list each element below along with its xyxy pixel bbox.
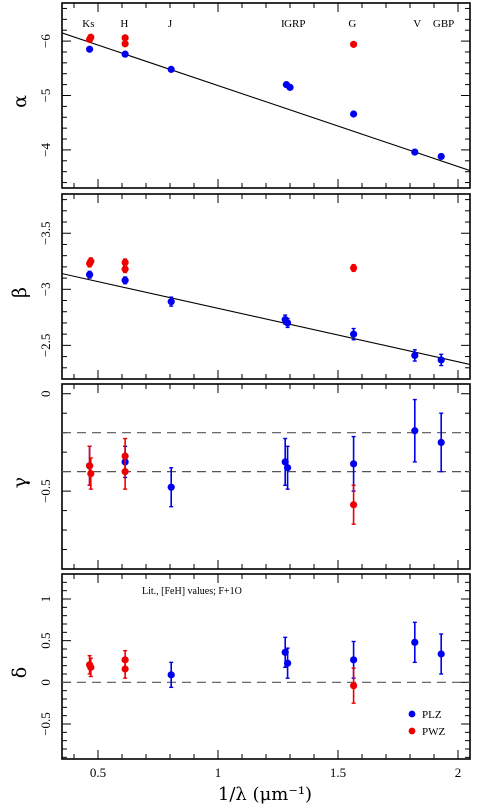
pwz-point bbox=[121, 258, 129, 266]
plz-point bbox=[350, 460, 358, 468]
plot-frame bbox=[61, 383, 471, 570]
plz-point bbox=[411, 351, 419, 360]
band-label: G bbox=[348, 18, 356, 30]
pwz-point bbox=[350, 682, 358, 690]
x-tick-label: 0.5 bbox=[90, 765, 106, 780]
plz-point bbox=[437, 152, 445, 161]
legend-marker-plz bbox=[408, 710, 416, 718]
plot-area bbox=[62, 398, 470, 525]
panel-delta: −0.5 0 0.5 1 δ Lit., [FeH] values; F+1O PLZ PWZ bbox=[9, 573, 471, 760]
panel-alpha: −6 −5 −4 α Ks H J I GRP G V GBP bbox=[9, 2, 471, 189]
legend-marker-pwz bbox=[408, 727, 416, 735]
plot-area bbox=[62, 257, 470, 367]
y-tick-label: −4 bbox=[38, 143, 53, 157]
fit-line bbox=[62, 32, 470, 172]
x-tick-label: 1.5 bbox=[330, 765, 346, 780]
legend-label-plz: PLZ bbox=[422, 709, 442, 721]
pwz-point bbox=[350, 40, 358, 48]
plz-point bbox=[350, 110, 358, 118]
plz-point bbox=[167, 671, 175, 679]
pwz-point bbox=[86, 462, 94, 470]
plz-point bbox=[350, 656, 358, 664]
y-axis-label: β bbox=[9, 287, 31, 298]
plz-point bbox=[411, 427, 419, 435]
panel-gamma: −0.5 0 γ bbox=[9, 383, 471, 570]
fit-line bbox=[62, 273, 470, 365]
pwz-point bbox=[121, 265, 129, 273]
band-label: V bbox=[413, 18, 421, 30]
pwz-point bbox=[350, 501, 358, 509]
y-axis-label: γ bbox=[9, 477, 31, 488]
y-tick-label: −6 bbox=[38, 34, 53, 48]
y-tick-label: −3.5 bbox=[38, 221, 53, 245]
plot-area bbox=[62, 32, 470, 172]
plz-point bbox=[167, 65, 175, 73]
y-tick-label: 0 bbox=[38, 390, 53, 397]
plz-point bbox=[86, 271, 94, 279]
band-label: GRP bbox=[284, 18, 305, 30]
legend-label-pwz: PWZ bbox=[422, 726, 446, 738]
plz-point bbox=[437, 438, 445, 447]
y-tick-label: 0 bbox=[38, 679, 53, 686]
y-tick-label: 1 bbox=[38, 596, 53, 603]
pwz-point bbox=[87, 257, 95, 265]
annotation: Lit., [FeH] values; F+1O bbox=[142, 586, 242, 597]
pwz-point bbox=[87, 469, 95, 478]
y-tick-label: −2.5 bbox=[38, 334, 53, 358]
plz-point bbox=[167, 483, 175, 491]
y-tick-label: −0.5 bbox=[38, 479, 53, 503]
legend: PLZ PWZ bbox=[408, 709, 446, 738]
x-tick-label: 2 bbox=[455, 765, 462, 780]
plz-point bbox=[411, 148, 419, 156]
plz-point bbox=[437, 650, 445, 658]
plz-point bbox=[121, 50, 129, 58]
y-axis-label: α bbox=[9, 95, 31, 108]
pwz-point bbox=[121, 40, 129, 48]
x-axis-label: 1/λ (μm⁻¹) bbox=[218, 784, 312, 805]
y-tick-label: −3 bbox=[38, 282, 53, 296]
plz-point bbox=[121, 276, 129, 284]
plot-area bbox=[62, 621, 470, 704]
pwz-point bbox=[121, 34, 129, 42]
plz-point bbox=[286, 83, 294, 91]
plot-frame bbox=[61, 2, 471, 189]
y-axis-label: δ bbox=[9, 667, 31, 678]
plz-point bbox=[167, 298, 175, 306]
y-tick-label: −0.5 bbox=[38, 712, 53, 736]
pwz-point bbox=[121, 468, 129, 476]
band-label: GBP bbox=[433, 18, 454, 30]
y-tick-label: 0.5 bbox=[38, 633, 53, 649]
band-label: Ks bbox=[82, 18, 94, 30]
pwz-point bbox=[121, 665, 129, 673]
plz-point bbox=[437, 356, 445, 364]
y-tick-label: −5 bbox=[38, 89, 53, 103]
panel-beta: −3.5 −3 −2.5 β bbox=[9, 193, 471, 380]
plz-point bbox=[284, 319, 292, 327]
band-label: I bbox=[281, 18, 285, 30]
pwz-point bbox=[350, 264, 358, 272]
plz-point bbox=[411, 638, 419, 646]
pwz-point bbox=[87, 663, 95, 671]
plz-point bbox=[86, 45, 94, 53]
band-label: H bbox=[120, 18, 128, 30]
plz-point bbox=[284, 659, 292, 667]
x-tick-label: 1 bbox=[215, 765, 222, 780]
band-label: J bbox=[168, 18, 173, 30]
plz-point bbox=[284, 464, 292, 472]
plz-point bbox=[350, 330, 358, 338]
pwz-point bbox=[87, 33, 95, 41]
